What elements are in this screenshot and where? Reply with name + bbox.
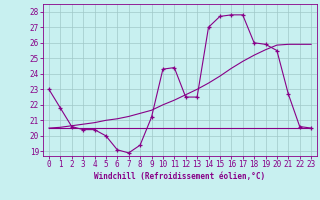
X-axis label: Windchill (Refroidissement éolien,°C): Windchill (Refroidissement éolien,°C) [94,172,266,181]
